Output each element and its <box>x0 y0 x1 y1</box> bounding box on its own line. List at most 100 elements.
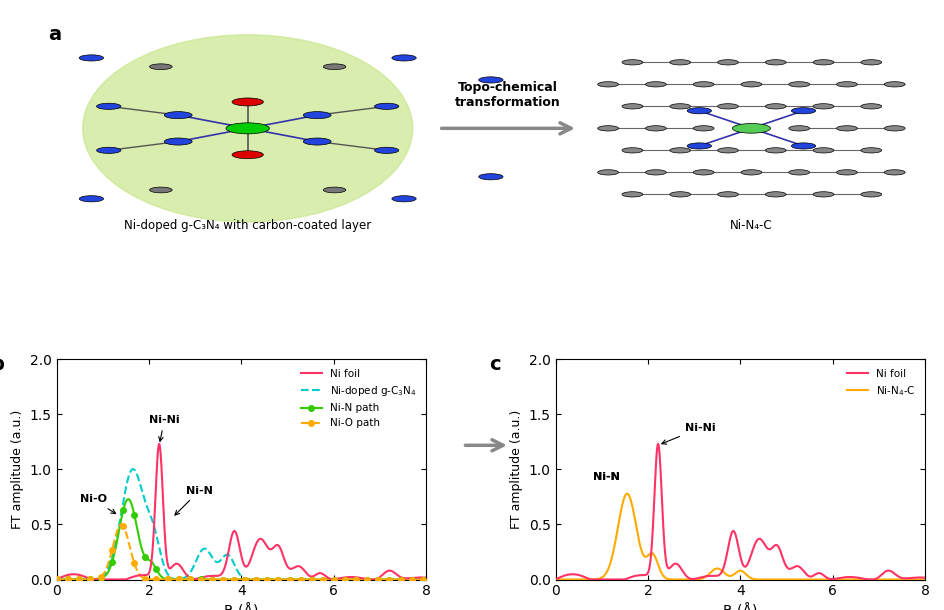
Ni foil <box>919 574 931 581</box>
Circle shape <box>813 60 834 65</box>
Circle shape <box>885 126 905 131</box>
Ni foil <box>720 556 732 563</box>
Circle shape <box>598 82 618 87</box>
Ni foil <box>231 531 243 539</box>
Ni-N path <box>342 576 353 583</box>
Circle shape <box>598 170 618 175</box>
Ni foil <box>420 574 431 581</box>
Ni-N path <box>70 576 81 583</box>
X-axis label: R (Å): R (Å) <box>225 604 259 610</box>
Circle shape <box>670 148 691 153</box>
Ni-N$_4$-C <box>909 576 920 583</box>
Ni-O path <box>116 521 127 528</box>
Circle shape <box>687 107 712 114</box>
Circle shape <box>232 98 263 106</box>
Circle shape <box>717 148 738 153</box>
Circle shape <box>789 170 810 175</box>
Ni foil <box>154 440 165 448</box>
Circle shape <box>670 192 691 197</box>
Circle shape <box>861 104 882 109</box>
Circle shape <box>149 64 172 70</box>
Text: Ni-O: Ni-O <box>79 495 115 514</box>
Circle shape <box>687 143 712 149</box>
Ni-O path <box>231 576 243 583</box>
Circle shape <box>836 126 857 131</box>
Ni-N path <box>231 576 243 583</box>
Circle shape <box>885 170 905 175</box>
Line: Ni foil: Ni foil <box>57 444 426 580</box>
Ni foil <box>70 571 81 578</box>
Ni foil <box>730 531 741 539</box>
Ni foil <box>584 576 596 583</box>
Circle shape <box>813 192 834 197</box>
Circle shape <box>813 104 834 109</box>
Ni-N path <box>51 576 62 583</box>
Circle shape <box>791 143 816 149</box>
Circle shape <box>375 103 398 109</box>
Circle shape <box>717 104 738 109</box>
Circle shape <box>226 123 269 134</box>
Text: Ni-doped g-C₃N₄ with carbon-coated layer: Ni-doped g-C₃N₄ with carbon-coated layer <box>124 219 371 232</box>
Ni-N$_4$-C <box>550 576 562 583</box>
Circle shape <box>164 112 193 119</box>
Ni foil <box>343 573 354 581</box>
Circle shape <box>861 148 882 153</box>
Ni foil <box>410 574 421 581</box>
Circle shape <box>717 192 738 197</box>
Circle shape <box>646 82 666 87</box>
Line: Ni-doped g-C$_3$N$_4$: Ni-doped g-C$_3$N$_4$ <box>57 469 426 580</box>
Circle shape <box>323 187 346 193</box>
Circle shape <box>232 151 263 159</box>
Circle shape <box>646 170 666 175</box>
Circle shape <box>479 77 503 83</box>
Ni foil <box>909 574 920 581</box>
Text: a: a <box>48 25 61 44</box>
Ni-N path <box>410 576 421 583</box>
Ni foil <box>86 576 97 583</box>
Circle shape <box>375 147 398 154</box>
Circle shape <box>789 126 810 131</box>
Ni-N path <box>123 495 134 503</box>
Circle shape <box>622 104 643 109</box>
Ni-doped g-C$_3$N$_4$ <box>70 576 81 583</box>
Y-axis label: FT amplitude (a.u.): FT amplitude (a.u.) <box>11 410 25 529</box>
Circle shape <box>766 192 786 197</box>
Circle shape <box>885 82 905 87</box>
Ni-N$_4$-C <box>730 570 741 577</box>
Circle shape <box>741 82 762 87</box>
Ni-O path <box>342 576 353 583</box>
Circle shape <box>693 126 714 131</box>
Text: Ni-N: Ni-N <box>593 473 619 483</box>
Ni-doped g-C$_3$N$_4$ <box>221 551 232 558</box>
Circle shape <box>670 104 691 109</box>
Ni-doped g-C$_3$N$_4$ <box>410 576 421 583</box>
Circle shape <box>836 170 857 175</box>
Ni-O path <box>221 576 232 583</box>
Ni-doped g-C$_3$N$_4$ <box>51 576 62 583</box>
Circle shape <box>0 77 17 83</box>
Circle shape <box>392 196 416 202</box>
Circle shape <box>670 60 691 65</box>
Circle shape <box>164 138 193 145</box>
Circle shape <box>791 107 816 114</box>
Circle shape <box>79 55 104 61</box>
Circle shape <box>79 196 104 202</box>
Ni-O path <box>51 576 62 583</box>
Text: Ni-N₄-C: Ni-N₄-C <box>730 219 773 232</box>
Ni-doped g-C$_3$N$_4$ <box>127 465 139 473</box>
Circle shape <box>861 192 882 197</box>
Ni foil <box>550 576 562 583</box>
Ni-N path <box>410 576 421 583</box>
Circle shape <box>789 82 810 87</box>
Circle shape <box>149 187 172 193</box>
Circle shape <box>0 174 17 180</box>
Ni-N$_4$-C <box>919 576 931 583</box>
Circle shape <box>693 170 714 175</box>
Ni-N$_4$-C <box>720 570 732 578</box>
Legend: Ni foil, Ni-doped g-C$_3$N$_4$, Ni-N path, Ni-O path: Ni foil, Ni-doped g-C$_3$N$_4$, Ni-N pat… <box>296 365 421 432</box>
Text: Ni-Ni: Ni-Ni <box>149 415 179 441</box>
Ni foil <box>909 574 920 581</box>
Circle shape <box>766 104 786 109</box>
Circle shape <box>813 148 834 153</box>
Ni-doped g-C$_3$N$_4$ <box>420 576 431 583</box>
